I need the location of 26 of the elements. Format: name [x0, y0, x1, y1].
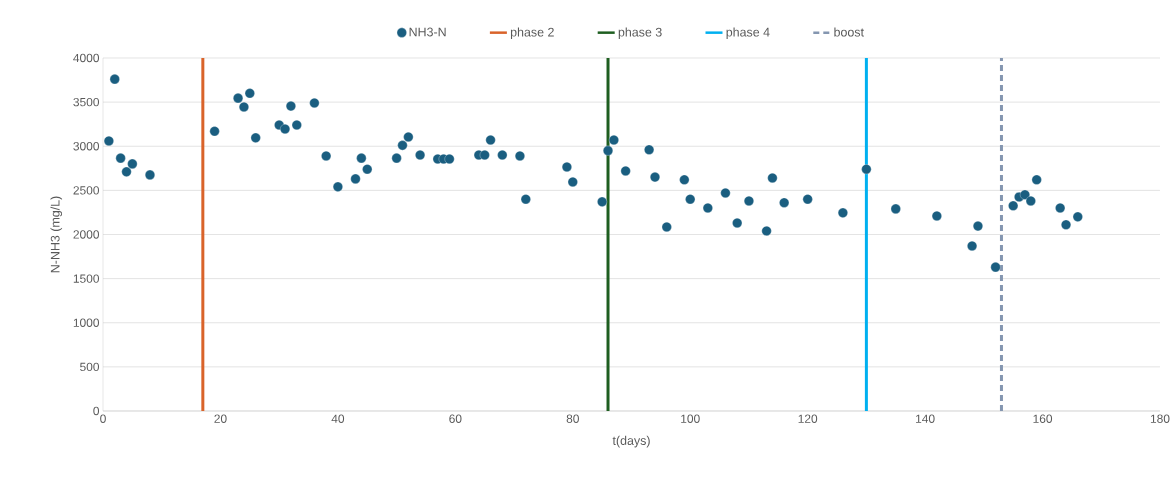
x-tick-label: 160	[1033, 414, 1053, 423]
legend-label: phase 3	[618, 27, 662, 39]
y-tick-label: 1000	[73, 318, 100, 327]
x-tick-label: 20	[214, 414, 227, 423]
x-tick-label: 0	[100, 414, 106, 423]
x-tick-label: 80	[566, 414, 579, 423]
legend-label: NH3-N	[409, 27, 446, 37]
y-tick-label: 0	[93, 406, 100, 416]
x-tick-label: 120	[798, 414, 818, 423]
y-tick-label: 2500	[73, 186, 100, 195]
y-tick-label: 1500	[73, 274, 100, 283]
legend-label: phase 4	[726, 27, 770, 39]
y-axis-title: N-NH3 (mg/L)	[50, 196, 63, 273]
x-tick-label: 140	[916, 414, 935, 423]
y-tick-label: 4000	[73, 53, 100, 63]
y-tick-label: 3500	[73, 97, 100, 107]
x-tick-label: 60	[449, 414, 462, 423]
x-tick-label: 100	[681, 414, 700, 423]
y-tick-label: 2000	[73, 230, 100, 239]
y-tick-label: 3000	[73, 142, 100, 151]
y-tick-label: 500	[80, 362, 100, 372]
x-axis-title: t(days)	[612, 435, 650, 448]
legend-label: boost	[834, 27, 864, 37]
x-tick-label: 40	[331, 414, 345, 423]
x-tick-label: 180	[1150, 414, 1170, 423]
legend-label: phase 2	[510, 27, 554, 39]
